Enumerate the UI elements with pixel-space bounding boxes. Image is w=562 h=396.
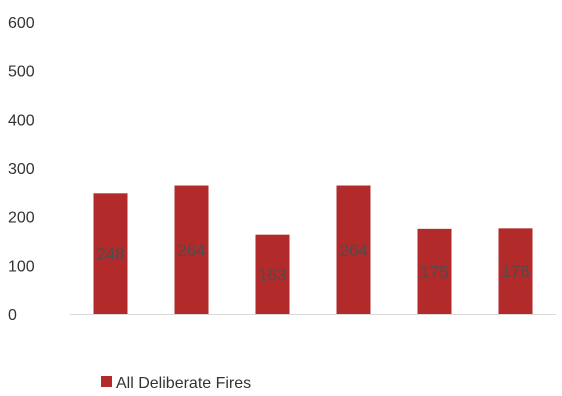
- bars-group: [93, 185, 533, 314]
- bar: [255, 234, 290, 314]
- y-tick-label: 100: [8, 258, 35, 275]
- y-tick-label: 400: [8, 112, 35, 129]
- y-axis-ticks: 0 100 200 300 400 500 600: [8, 15, 35, 324]
- bar: [174, 185, 209, 314]
- y-tick-label: 300: [8, 161, 35, 178]
- y-tick-label: 200: [8, 210, 35, 227]
- legend: All Deliberate Fires: [101, 375, 251, 392]
- bar: [336, 185, 371, 314]
- bar-data-label: 264: [177, 241, 205, 260]
- bar: [93, 193, 128, 314]
- bar-data-label: 163: [258, 265, 286, 284]
- bar-data-label: 176: [501, 262, 529, 281]
- y-tick-label: 600: [8, 15, 35, 32]
- data-labels-group: 248 264 163 264 175 176: [96, 241, 529, 285]
- bar: [417, 228, 452, 314]
- y-tick-label: 500: [8, 64, 35, 81]
- legend-label: All Deliberate Fires: [116, 375, 251, 392]
- legend-swatch: [101, 376, 112, 387]
- bar: [498, 228, 533, 314]
- bar-data-label: 264: [339, 241, 367, 260]
- bar-data-label: 175: [420, 262, 448, 281]
- y-tick-label: 0: [8, 307, 17, 324]
- bar-data-label: 248: [96, 245, 124, 264]
